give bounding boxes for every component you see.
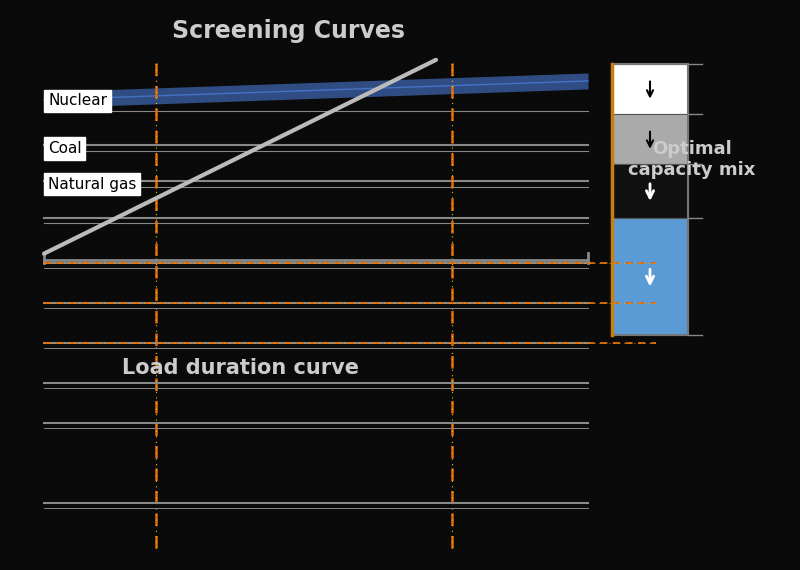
Bar: [612, 64, 688, 335]
Text: Coal: Coal: [48, 141, 82, 156]
Bar: [612, 164, 688, 218]
Text: Natural gas: Natural gas: [48, 177, 136, 192]
Text: Optimal
capacity mix: Optimal capacity mix: [628, 140, 756, 179]
Text: Load duration curve: Load duration curve: [122, 357, 358, 378]
Bar: [612, 218, 688, 335]
Text: Screening Curves: Screening Curves: [171, 19, 405, 43]
Bar: [612, 114, 688, 164]
Bar: [612, 64, 688, 114]
Text: Nuclear: Nuclear: [48, 93, 107, 108]
